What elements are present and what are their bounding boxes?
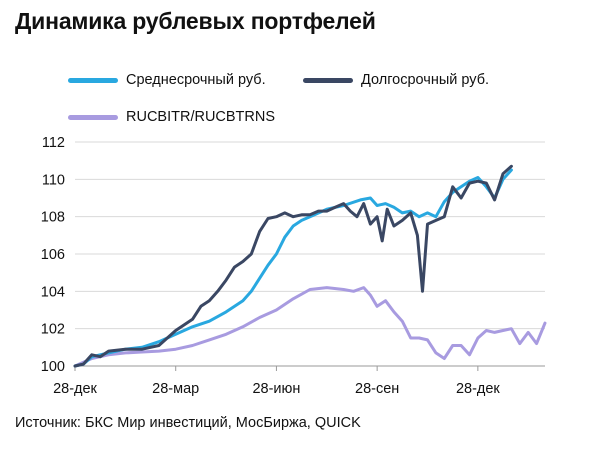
x-tick-label: 28-дек xyxy=(53,381,97,397)
y-tick-label: 100 xyxy=(41,359,65,375)
legend-swatch-long-term xyxy=(303,77,353,83)
legend-label-long-term: Долгосрочный руб. xyxy=(361,72,490,88)
series-line-medium-term xyxy=(73,168,513,368)
legend-label-index: RUCBITR/RUCBTRNS xyxy=(126,109,276,125)
legend-label-medium-term: Среднесрочный руб. xyxy=(126,72,266,88)
series-line-long-term xyxy=(73,164,513,368)
x-tick-label: 28-сен xyxy=(355,381,399,397)
legend-swatch-index xyxy=(68,114,118,120)
y-tick-label: 104 xyxy=(41,284,65,300)
chart-title: Динамика рублевых портфелей xyxy=(15,8,376,34)
y-tick-label: 102 xyxy=(41,322,65,338)
y-tick-label: 106 xyxy=(41,247,65,263)
legend-item-medium-term: Среднесрочный руб. xyxy=(68,72,266,88)
y-tick-label: 108 xyxy=(41,210,65,226)
series-line-index xyxy=(73,286,547,368)
x-tick-label: 28-дек xyxy=(456,381,500,397)
source-note: Источник: БКС Мир инвестиций, МосБиржа, … xyxy=(15,415,361,431)
legend-item-index: RUCBITR/RUCBTRNS xyxy=(68,109,275,125)
x-tick-label: 28-июн xyxy=(252,381,300,397)
y-tick-label: 110 xyxy=(42,172,65,188)
y-tick-label: 112 xyxy=(42,135,65,151)
legend-swatch-medium-term xyxy=(68,77,118,83)
legend-item-long-term: Долгосрочный руб. xyxy=(303,72,489,88)
x-tick-label: 28-мар xyxy=(152,381,199,397)
